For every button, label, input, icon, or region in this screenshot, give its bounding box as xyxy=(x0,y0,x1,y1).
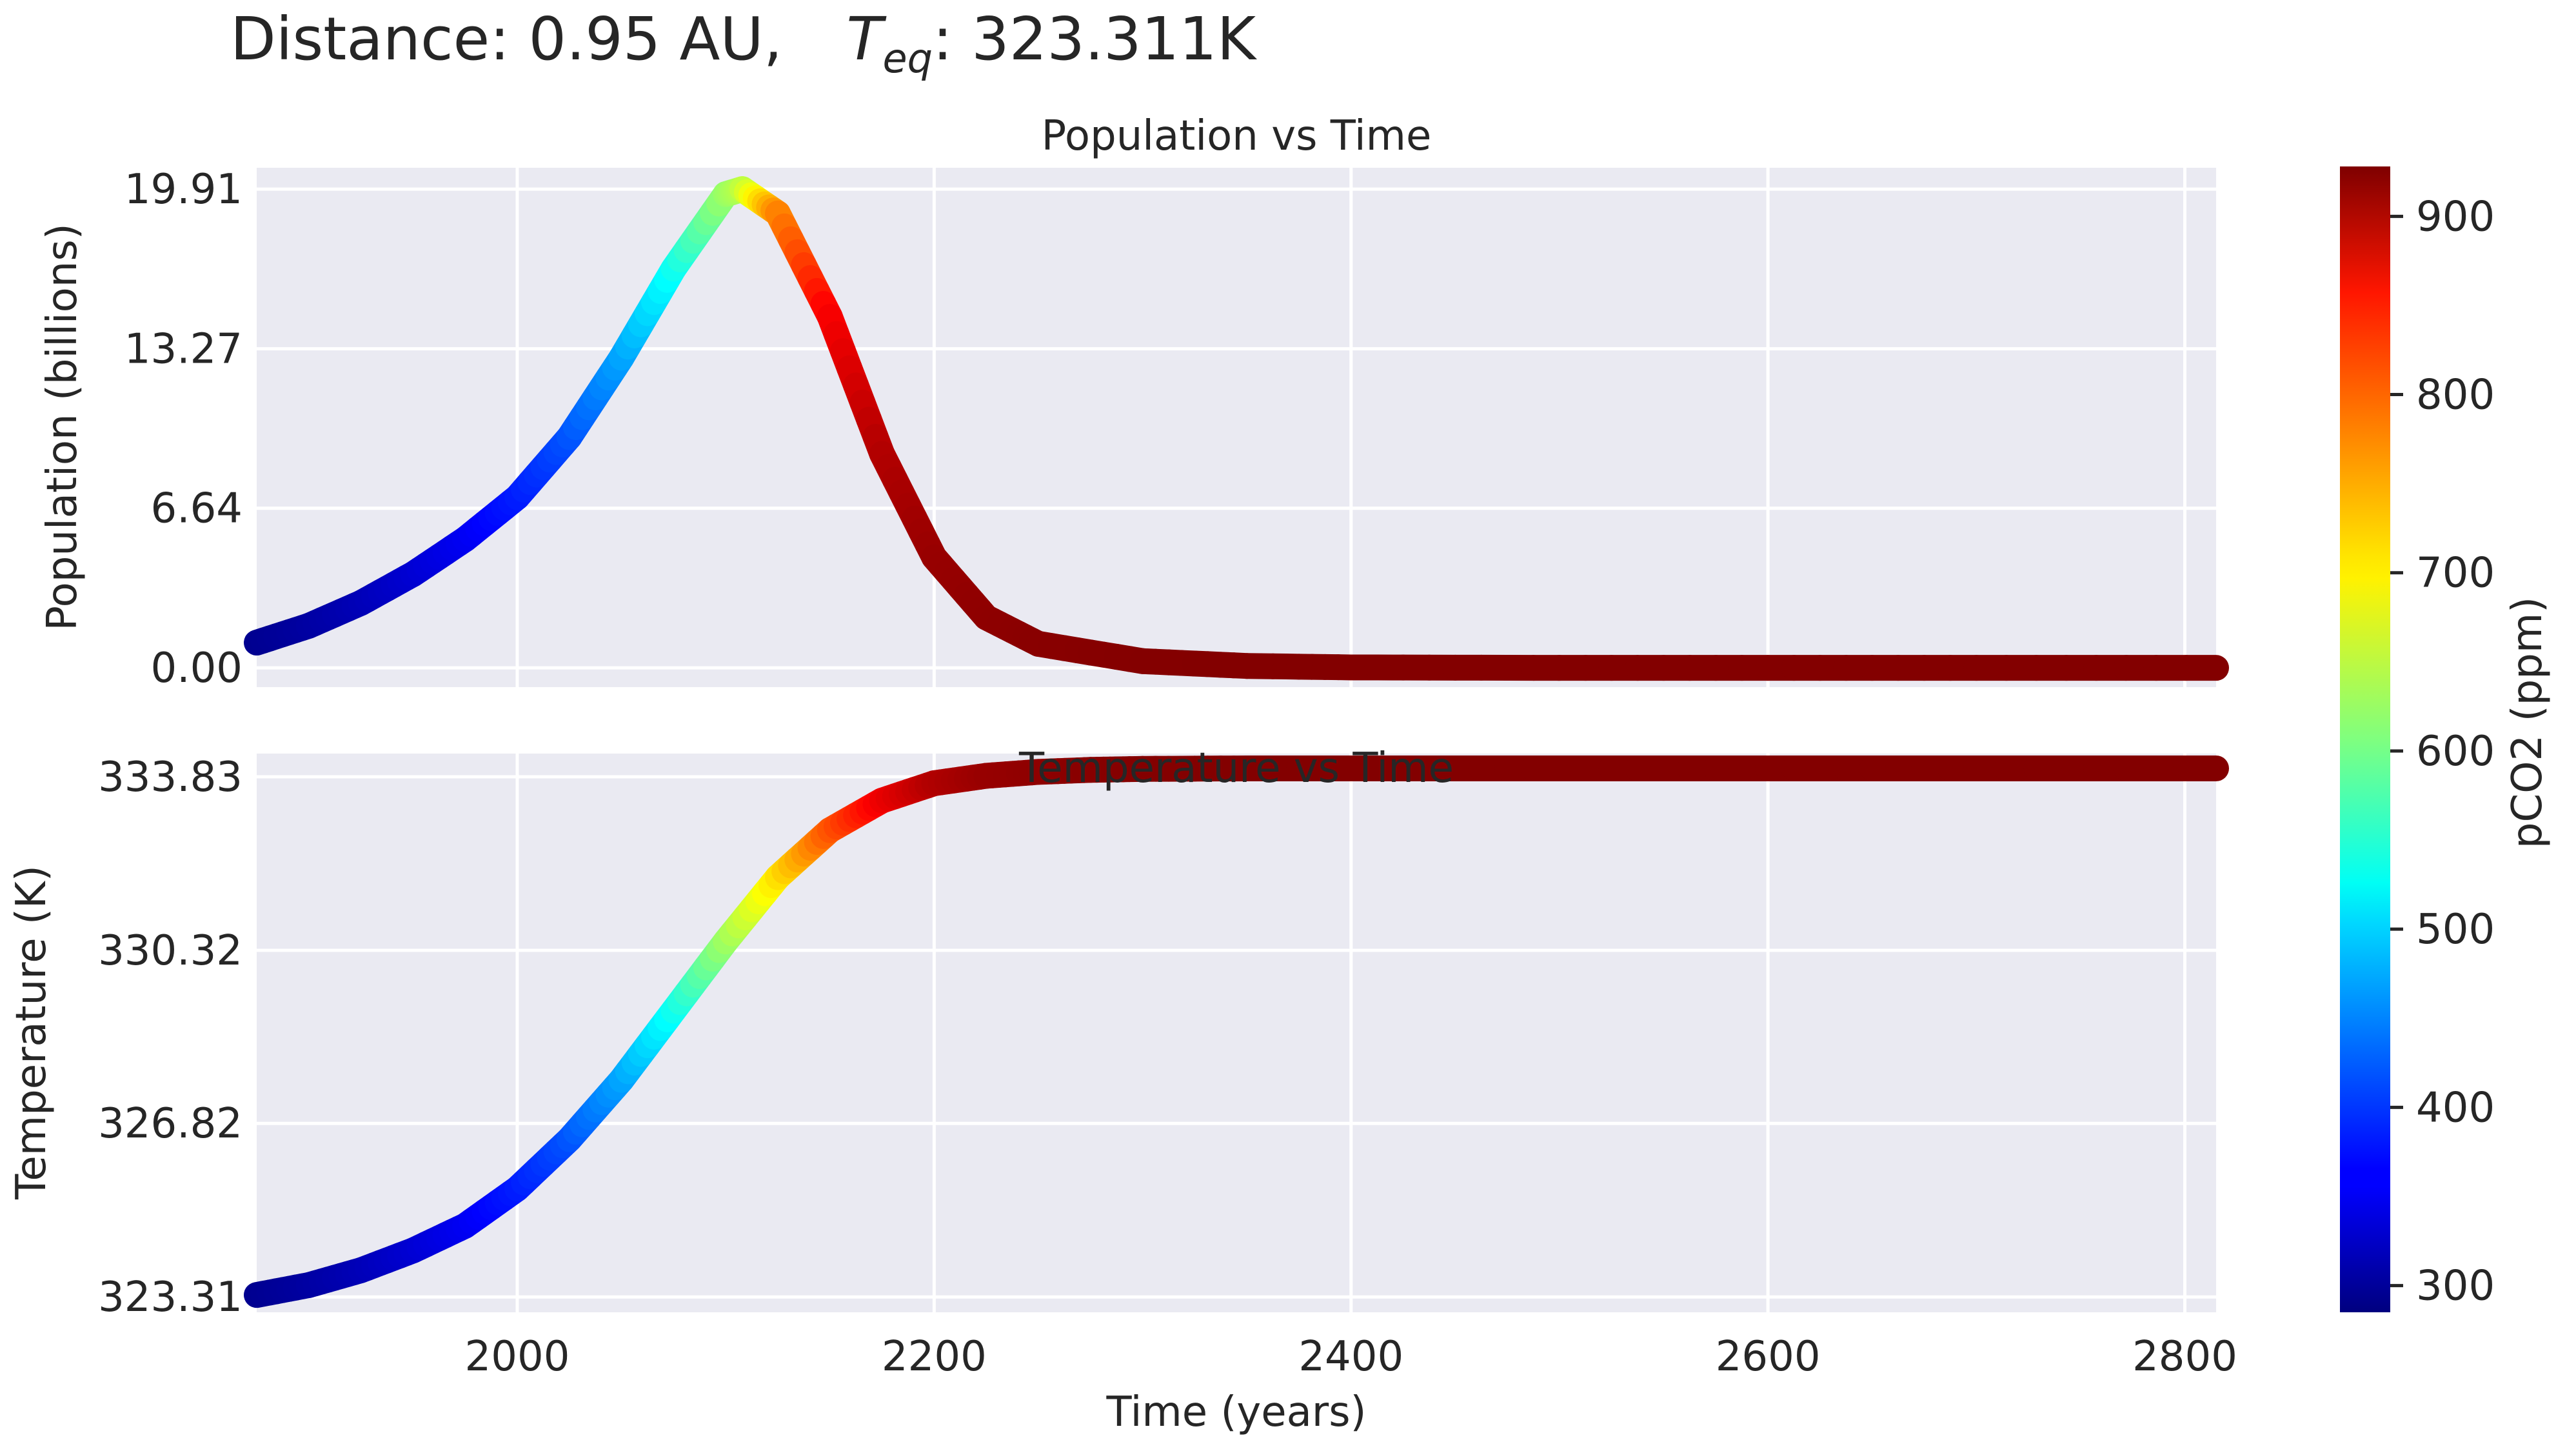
colorbar-tick-label: 500 xyxy=(2416,906,2495,954)
population-y-tick-label: 0.00 xyxy=(151,645,243,692)
temperature-y-tick-label: 333.83 xyxy=(98,754,243,801)
time-x-axis-label: Time (years) xyxy=(1105,1388,1366,1436)
x-tick-label: 2600 xyxy=(1716,1333,1821,1381)
x-tick-label: 2800 xyxy=(2132,1333,2237,1381)
population-plot-area xyxy=(257,168,2216,687)
temperature-plot-area xyxy=(257,754,2216,1312)
colorbar-tick-label: 300 xyxy=(2416,1263,2495,1310)
temperature-y-tick-label: 326.82 xyxy=(98,1100,243,1148)
x-tick-label: 2200 xyxy=(882,1333,987,1381)
temperature-y-tick-labels: 323.31 326.82 330.32 333.83 xyxy=(98,754,243,1321)
title-teq-value: : 323.311K xyxy=(933,5,1258,74)
colorbar-tick-label: 900 xyxy=(2416,193,2495,241)
colorbar-ticks: 300 400 500 600 700 800 900 xyxy=(2390,193,2495,1310)
temperature-y-axis-label: Temperature (K) xyxy=(8,865,55,1200)
population-y-tick-labels: 0.00 6.64 13.27 19.91 xyxy=(124,166,243,692)
population-axes: 0.00 6.64 13.27 19.91 Population vs Time Po… xyxy=(39,112,2229,692)
temperature-y-tick-label: 330.32 xyxy=(98,927,243,975)
title-teq-symbol: T xyxy=(846,5,887,74)
colorbar-tick-label: 400 xyxy=(2416,1084,2495,1132)
colorbar-tick-label: 800 xyxy=(2416,372,2495,419)
colorbar-tick-label: 600 xyxy=(2416,728,2495,776)
temperature-line xyxy=(244,755,2229,1308)
temperature-axes: 323.31 326.82 330.32 333.83 2000 2200 2400 260… xyxy=(8,745,2237,1436)
population-y-tick-label: 13.27 xyxy=(124,326,243,374)
title-teq-subscript: eq xyxy=(883,35,933,82)
figure-title: Distance: 0.95 AU, Teq: 323.311K xyxy=(230,5,1258,82)
x-tick-label: 2000 xyxy=(465,1333,570,1381)
colorbar-gradient xyxy=(2340,166,2390,1312)
population-line xyxy=(244,176,2229,681)
temperature-chart-title: Temperature vs Time xyxy=(1018,745,1454,792)
population-chart-title: Population vs Time xyxy=(1042,112,1432,160)
population-y-tick-label: 6.64 xyxy=(151,485,243,533)
pco2-colorbar: 300 400 500 600 700 800 900 pCO2 (ppm) xyxy=(2340,166,2551,1312)
time-x-tick-labels: 2000 2200 2400 2600 2800 xyxy=(465,1333,2237,1381)
temperature-y-tick-label: 323.31 xyxy=(98,1274,243,1321)
x-tick-label: 2400 xyxy=(1298,1333,1403,1381)
title-distance: Distance: 0.95 AU, xyxy=(230,5,782,74)
colorbar-tick-label: 700 xyxy=(2416,550,2495,597)
population-y-axis-label: Population (billions) xyxy=(39,223,86,630)
population-y-tick-label: 19.91 xyxy=(124,166,243,214)
colorbar-label: pCO2 (ppm) xyxy=(2504,597,2551,848)
